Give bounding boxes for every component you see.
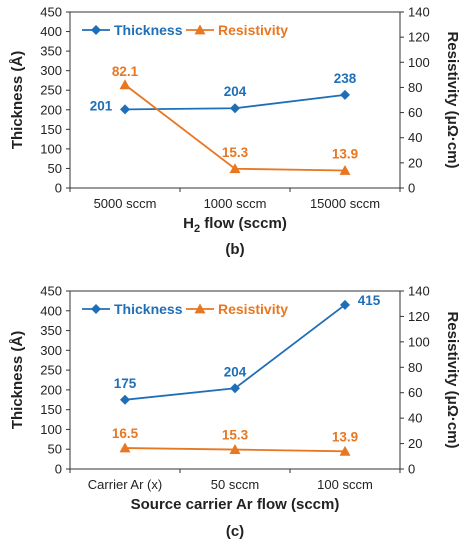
y-right-tick-label: 0 [408, 181, 415, 196]
y-right-tick-label: 0 [408, 462, 415, 477]
resistivity-point [229, 163, 241, 174]
y-right-tick-label: 80 [408, 80, 422, 95]
thickness-point [230, 103, 240, 114]
legend-label-resistivity: Resistivity [218, 22, 288, 38]
y-right-tick-label: 140 [408, 5, 430, 20]
y-right-axis-title: Resistivity (μΩ·cm) [444, 311, 461, 448]
data-label-thickness: 204 [224, 84, 247, 99]
data-label-resistivity: 16.5 [112, 426, 139, 441]
thickness-point [340, 299, 350, 310]
x-tick-label: 50 sccm [211, 477, 259, 492]
y-right-tick-label: 120 [408, 30, 430, 45]
y-right-tick-label: 20 [408, 155, 422, 170]
y-left-tick-label: 200 [40, 382, 62, 397]
legend-marker-diamond [91, 25, 101, 35]
legend-marker-triangle [194, 24, 206, 35]
y-right-tick-label: 80 [408, 360, 422, 375]
y-right-tick-label: 40 [408, 130, 422, 145]
y-left-tick-label: 350 [40, 44, 62, 59]
y-left-tick-label: 350 [40, 323, 62, 338]
x-tick-label: 5000 sccm [94, 196, 157, 211]
y-left-tick-label: 100 [40, 422, 62, 437]
y-left-tick-label: 0 [55, 462, 62, 477]
y-right-tick-label: 20 [408, 436, 422, 451]
y-left-axis-title: Thickness (Å) [9, 51, 26, 149]
data-label-thickness: 204 [224, 364, 247, 379]
y-left-tick-label: 200 [40, 102, 62, 117]
data-label-thickness: 175 [114, 376, 137, 391]
chart-panel-2: 0 50 100 150 200 250 300 350 400 450 0 20 40 60 80 100 1… [9, 284, 461, 541]
y-right-tick-label: 60 [408, 105, 422, 120]
x-axis-title: H2 flow (sccm) [183, 215, 287, 235]
x-axis-title: Source carrier Ar flow (sccm) [131, 496, 340, 513]
resistivity-point [119, 442, 131, 453]
y-left-tick-label: 50 [48, 161, 62, 176]
y-right-tick-label: 100 [408, 334, 430, 349]
y-right-tick-label: 40 [408, 411, 422, 426]
thickness-point [120, 394, 130, 405]
y-left-tick-label: 0 [55, 181, 62, 196]
resistivity-point [339, 445, 351, 456]
thickness-point [340, 89, 350, 100]
plot-area [69, 11, 401, 189]
data-label-thickness: 201 [90, 98, 113, 113]
y-left-tick-label: 400 [40, 24, 62, 39]
thickness-point [120, 104, 130, 115]
y-left-tick-label: 300 [40, 343, 62, 358]
plot-area [69, 290, 401, 470]
resistivity-point [119, 79, 131, 90]
y-right-tick-label: 140 [408, 284, 430, 299]
data-label-resistivity: 82.1 [112, 64, 139, 79]
y-left-tick-label: 450 [40, 284, 62, 299]
resistivity-point [229, 444, 241, 454]
y-left-tick-label: 450 [40, 5, 62, 20]
x-tick-label: Carrier Ar (x) [88, 477, 162, 492]
y-left-tick-label: 300 [40, 63, 62, 78]
y-left-axis-title: Thickness (Å) [9, 331, 26, 429]
resistivity-point [339, 165, 351, 175]
y-left-tick-label: 150 [40, 122, 62, 137]
x-tick-label: 15000 sccm [310, 196, 380, 211]
legend-label-thickness: Thickness [114, 22, 183, 38]
data-label-resistivity: 15.3 [222, 145, 249, 160]
y-left-tick-label: 400 [40, 303, 62, 318]
thickness-point [230, 383, 240, 394]
y-left-tick-label: 100 [40, 141, 62, 156]
data-label-resistivity: 13.9 [332, 429, 358, 444]
y-right-axis-title: Resistivity (μΩ·cm) [444, 31, 461, 168]
y-right-tick-label: 120 [408, 309, 430, 324]
legend-marker-triangle [194, 303, 206, 314]
y-left-tick-label: 50 [48, 442, 62, 457]
y-left-tick-label: 250 [40, 363, 62, 378]
y-left-tick-label: 150 [40, 402, 62, 417]
x-tick-label: 100 sccm [317, 477, 373, 492]
data-label-resistivity: 15.3 [222, 428, 249, 443]
y-right-tick-label: 60 [408, 385, 422, 400]
panel-label: (c) [226, 523, 244, 540]
y-right-tick-label: 100 [408, 55, 430, 70]
data-label-resistivity: 13.9 [332, 147, 358, 162]
panel-label: (b) [225, 241, 244, 258]
y-left-tick-label: 250 [40, 83, 62, 98]
legend-marker-diamond [91, 304, 101, 314]
data-label-thickness: 415 [358, 293, 381, 308]
legend-label-thickness: Thickness [114, 301, 183, 317]
chart-panel-1: 0 50 100 150 200 250 300 350 400 450 0 20 40 60 80 100 1… [9, 5, 461, 259]
x-tick-label: 1000 sccm [204, 196, 267, 211]
data-label-thickness: 238 [334, 71, 357, 86]
legend-label-resistivity: Resistivity [218, 301, 288, 317]
